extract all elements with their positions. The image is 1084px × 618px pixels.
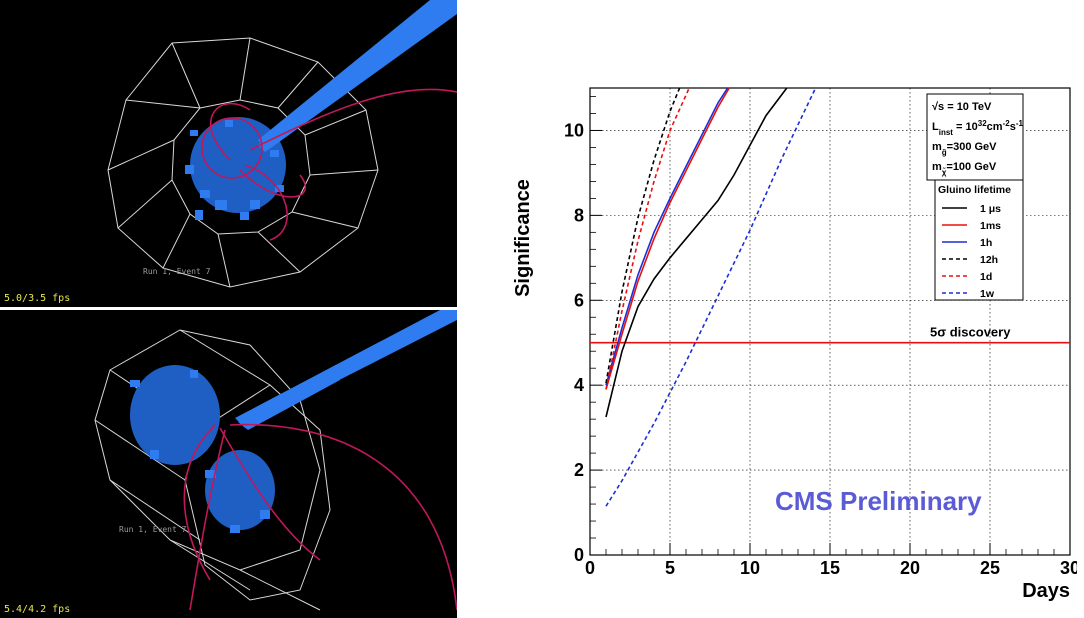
y-tick-label: 10 — [564, 120, 584, 140]
series-line — [605, 87, 817, 507]
legend-label: 1 μs — [980, 203, 1001, 215]
x-tick-label: 10 — [740, 558, 760, 578]
cms-preliminary-watermark: CMS Preliminary — [775, 486, 982, 516]
detector-sideview-graphic — [94, 310, 457, 611]
legend-label: 1ms — [980, 220, 1001, 232]
discovery-line-group: 5σ discovery — [590, 325, 1070, 344]
x-tick-label: 30 — [1060, 558, 1077, 578]
y-tick-label: 0 — [574, 545, 584, 565]
x-tick-label: 5 — [665, 558, 675, 578]
series-lines — [605, 87, 817, 507]
event-display-bottom: Run 1, Event 7 5.4/4.2 fps — [0, 310, 457, 618]
event-label: Run 1, Event 7 — [119, 525, 187, 534]
conditions-box: √s = 10 TeV Linst = 1032cm-2s-1 mg̃=300 Ge… — [926, 93, 1024, 181]
x-tick-label: 15 — [820, 558, 840, 578]
y-tick-label: 8 — [574, 205, 584, 225]
series-line — [605, 87, 788, 418]
condition-energy: √s = 10 TeV — [932, 101, 992, 113]
condition-neutralino-mass: mχ̃=100 GeV — [932, 161, 997, 177]
x-tick-label: 20 — [900, 558, 920, 578]
series-line — [605, 87, 681, 384]
discovery-label: 5σ discovery — [930, 325, 1011, 340]
condition-gluino-mass: mg̃=300 GeV — [932, 141, 997, 157]
legend: Gluino lifetime 1 μs 1ms 1h 12h 1d 1w — [934, 179, 1024, 301]
legend-label: 1h — [980, 237, 992, 249]
event-display-top: Run 1, Event 7 5.0/3.5 fps — [0, 0, 457, 307]
fps-readout: 5.0/3.5 fps — [4, 293, 71, 304]
x-axis-label: Days — [1022, 580, 1070, 602]
legend-label: 1d — [980, 271, 992, 283]
series-line — [605, 87, 730, 390]
condition-luminosity: Linst = 1032cm-2s-1 — [932, 119, 1023, 137]
series-line — [605, 87, 729, 386]
series-line — [605, 87, 690, 390]
y-tick-label: 2 — [574, 460, 584, 480]
y-tick-label: 4 — [574, 375, 584, 395]
fps-readout: 5.4/4.2 fps — [4, 604, 71, 615]
legend-label: 12h — [980, 254, 998, 266]
legend-label: 1w — [980, 288, 995, 300]
detector-endview-graphic — [107, 0, 457, 288]
legend-title: Gluino lifetime — [938, 184, 1011, 196]
y-tick-label: 6 — [574, 290, 584, 310]
axis-ticks: 0 5 10 15 20 25 30 0 2 4 6 8 10 — [564, 96, 1077, 578]
x-tick-label: 0 — [585, 558, 595, 578]
x-tick-label: 25 — [980, 558, 1000, 578]
event-label: Run 1, Event 7 — [143, 267, 211, 276]
significance-chart: 0 5 10 15 20 25 30 0 2 4 6 8 10 5σ discovery CMS Pre… — [512, 87, 1077, 602]
y-axis-label: Significance — [512, 179, 534, 297]
